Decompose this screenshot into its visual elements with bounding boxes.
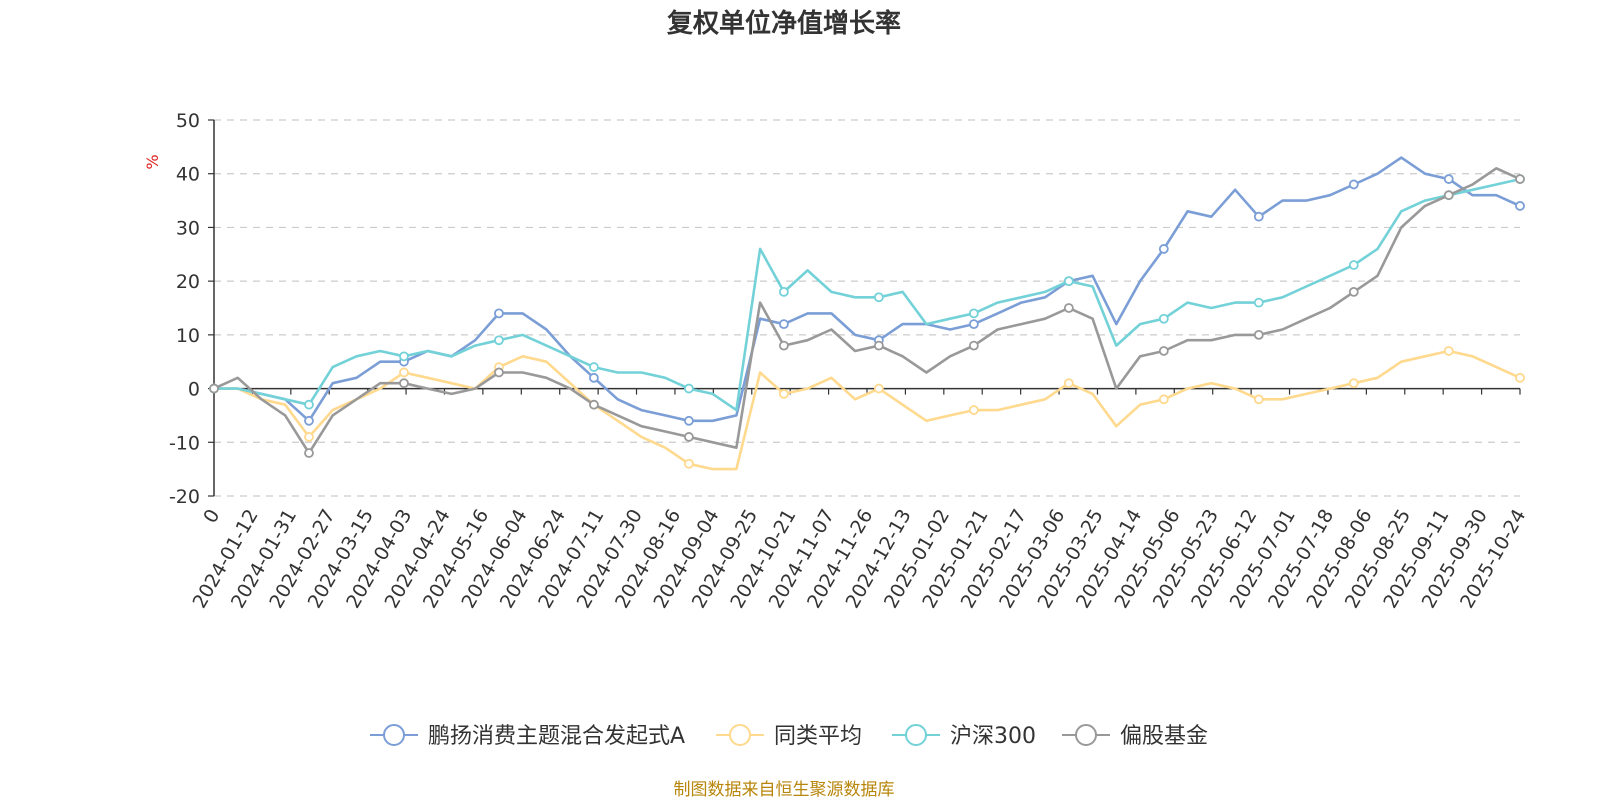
data-point[interactable]: [873, 292, 884, 303]
data-point[interactable]: [1158, 244, 1169, 254]
series-lines: [209, 156, 1525, 471]
data-point[interactable]: [968, 319, 979, 330]
y-tick-label: 40: [176, 164, 200, 186]
y-tick-label: 0: [188, 379, 200, 401]
data-point[interactable]: [1348, 378, 1359, 389]
data-point[interactable]: [778, 340, 789, 351]
data-point[interactable]: [1348, 260, 1359, 270]
legend-marker: [1075, 724, 1097, 746]
data-point[interactable]: [589, 362, 599, 372]
data-point[interactable]: [1158, 346, 1169, 356]
data-point[interactable]: [1443, 346, 1454, 356]
data-point[interactable]: [778, 319, 789, 330]
data-point[interactable]: [1063, 378, 1074, 389]
legend-label: 鹏扬消费主题混合发起式A: [428, 724, 685, 749]
data-point[interactable]: [1158, 394, 1169, 405]
data-point[interactable]: [684, 415, 694, 426]
data-source-note: 制图数据来自恒生聚源数据库: [674, 780, 895, 800]
y-tick-label: 50: [176, 110, 200, 132]
data-point[interactable]: [589, 372, 599, 383]
legend-marker: [729, 724, 751, 746]
y-tick-label: 10: [176, 325, 200, 347]
data-point[interactable]: [209, 383, 219, 394]
legend-item-0[interactable]: 鹏扬消费主题混合发起式A: [370, 724, 685, 749]
data-point[interactable]: [1253, 211, 1264, 222]
legend-label: 同类平均: [774, 724, 862, 749]
x-tick-label: 0: [199, 506, 224, 527]
data-point[interactable]: [778, 389, 789, 399]
data-point[interactable]: [304, 399, 314, 410]
data-point[interactable]: [968, 308, 979, 319]
data-point[interactable]: [778, 286, 789, 297]
data-point[interactable]: [1443, 174, 1454, 184]
data-point[interactable]: [873, 383, 884, 394]
data-point[interactable]: [873, 340, 884, 351]
data-point[interactable]: [684, 458, 694, 469]
legend-item-1[interactable]: 同类平均: [716, 724, 862, 749]
chart-title: 复权单位净值增长率: [667, 8, 901, 39]
data-point[interactable]: [1253, 297, 1264, 308]
data-point[interactable]: [968, 405, 979, 415]
data-point[interactable]: [494, 308, 504, 319]
y-tick-label: -10: [169, 432, 200, 454]
series-line-2: [214, 177, 1521, 412]
legend-label: 偏股基金: [1120, 724, 1208, 749]
y-tick-label: 20: [176, 271, 200, 293]
legend[interactable]: 鹏扬消费主题混合发起式A 同类平均 沪深300 偏股基金: [370, 724, 1208, 749]
data-point[interactable]: [1063, 303, 1074, 313]
data-point[interactable]: [1348, 179, 1359, 190]
data-point[interactable]: [1443, 190, 1454, 201]
data-point[interactable]: [304, 448, 314, 458]
data-point[interactable]: [304, 415, 314, 426]
y-tick-label: -20: [169, 486, 200, 508]
data-point[interactable]: [1253, 329, 1264, 340]
y-tick-label: 30: [176, 217, 200, 239]
series-line-0: [214, 156, 1521, 423]
data-point[interactable]: [494, 335, 504, 346]
legend-marker: [905, 724, 927, 746]
data-point[interactable]: [589, 399, 599, 410]
data-point[interactable]: [968, 340, 979, 351]
series-line-1: [214, 349, 1521, 471]
data-point[interactable]: [1515, 201, 1525, 211]
data-point[interactable]: [1515, 372, 1525, 383]
grid-lines: [214, 119, 1520, 497]
data-point[interactable]: [684, 432, 694, 442]
data-point[interactable]: [304, 432, 314, 442]
y-axis-unit-label: %: [143, 154, 162, 169]
data-point[interactable]: [684, 383, 694, 394]
data-point[interactable]: [1253, 394, 1264, 405]
legend-label: 沪深300: [950, 724, 1036, 749]
data-point[interactable]: [494, 367, 504, 378]
axes: -20-100102030405002024-01-122024-01-3120…: [169, 110, 1530, 612]
data-point[interactable]: [399, 378, 409, 389]
series-line-3: [213, 167, 1521, 455]
data-point[interactable]: [399, 367, 409, 378]
data-point[interactable]: [399, 351, 409, 362]
legend-marker: [383, 724, 405, 746]
legend-item-2[interactable]: 沪深300: [892, 724, 1036, 749]
data-point[interactable]: [1348, 286, 1359, 297]
data-point[interactable]: [1515, 174, 1525, 184]
data-point[interactable]: [1063, 276, 1074, 287]
legend-item-3[interactable]: 偏股基金: [1062, 724, 1208, 749]
data-point[interactable]: [1158, 313, 1169, 324]
